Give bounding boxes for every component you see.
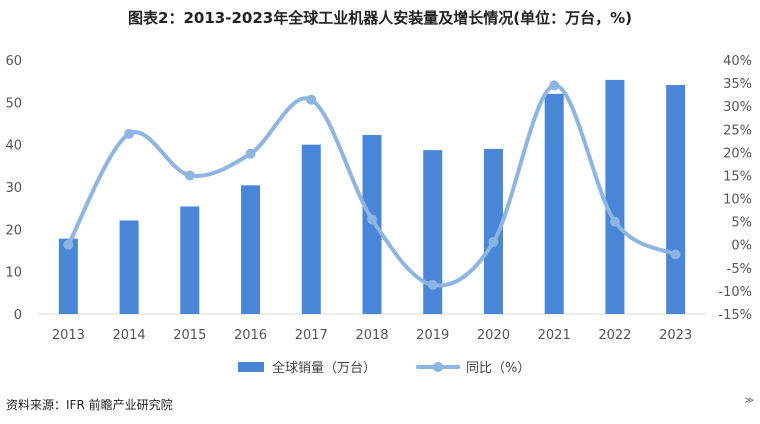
bar-2021	[544, 93, 564, 314]
bar-2015	[180, 206, 200, 314]
x-tick-label: 2016	[234, 328, 267, 343]
right-tick-label: 0%	[731, 239, 752, 254]
bar-2018	[362, 134, 382, 314]
x-tick-label: 2023	[659, 328, 692, 343]
line-series	[63, 80, 681, 290]
chart-title: 图表2：2013-2023年全球工业机器人安装量及增长情况(单位：万台，%)	[128, 9, 632, 27]
bar-2017	[301, 144, 321, 314]
right-tick-label: -15%	[718, 308, 752, 323]
point-2023	[670, 249, 681, 260]
x-tick-label: 2018	[355, 328, 388, 343]
corner-mark: ≫	[744, 396, 754, 406]
point-2018	[367, 214, 377, 225]
bar-2022	[605, 79, 625, 314]
left-tick-label: 30	[5, 181, 22, 196]
right-tick-label: 40%	[723, 54, 752, 69]
right-tick-label: 30%	[723, 100, 752, 115]
bar-2013	[58, 238, 78, 314]
left-tick-label: 40	[5, 139, 22, 154]
right-axis: -15% -10% -5% 0% 5% 10% 15% 20% 25% 30% 35% 40%	[718, 54, 752, 323]
legend-line-marker	[433, 362, 443, 372]
right-tick-label: 5%	[731, 216, 752, 231]
legend-bar-label: 全球销量（万台）	[272, 360, 376, 376]
right-tick-label: 20%	[723, 146, 752, 161]
right-tick-label: 15%	[723, 169, 752, 184]
bar-series	[58, 79, 686, 314]
x-tick-label: 2022	[598, 328, 631, 343]
point-2017	[306, 94, 317, 105]
point-2021	[549, 80, 560, 91]
bar-2020	[483, 148, 503, 314]
x-axis: 2013 2014 2015 2016 2017 2018 2019 2020 2021 2022…	[52, 328, 692, 343]
right-tick-label: -10%	[718, 285, 752, 300]
x-tick-label: 2013	[52, 328, 85, 343]
point-2014	[124, 128, 135, 139]
bar-2023	[666, 84, 686, 314]
x-tick-label: 2021	[538, 328, 571, 343]
bar-2014	[119, 220, 139, 314]
left-tick-label: 20	[5, 223, 22, 238]
left-tick-label: 50	[5, 96, 22, 111]
bar-2019	[423, 150, 443, 314]
x-tick-label: 2017	[295, 328, 328, 343]
point-2019	[427, 279, 438, 290]
legend-line-label: 同比（%）	[466, 361, 530, 376]
bar-2016	[241, 185, 261, 314]
point-2020	[488, 236, 499, 247]
point-2013	[63, 239, 74, 250]
left-tick-label: 10	[5, 266, 22, 281]
point-2016	[245, 148, 256, 159]
x-tick-label: 2019	[416, 328, 449, 343]
right-tick-label: 25%	[723, 123, 752, 138]
left-tick-label: 60	[5, 54, 22, 69]
legend: 全球销量（万台） 同比（%）	[238, 360, 530, 376]
source-note: 资料来源：IFR 前瞻产业研究院	[6, 398, 173, 412]
left-axis: 0 10 20 30 40 50 60	[5, 54, 22, 323]
legend-bar-swatch	[238, 362, 264, 372]
right-tick-label: 35%	[723, 77, 752, 92]
right-tick-label: -5%	[727, 262, 752, 277]
point-2015	[184, 170, 195, 181]
x-tick-label: 2020	[477, 328, 510, 343]
left-tick-label: 0	[14, 308, 22, 323]
point-2022	[609, 216, 620, 227]
x-tick-label: 2014	[113, 328, 146, 343]
right-tick-label: 10%	[723, 193, 752, 208]
x-tick-label: 2015	[173, 328, 206, 343]
